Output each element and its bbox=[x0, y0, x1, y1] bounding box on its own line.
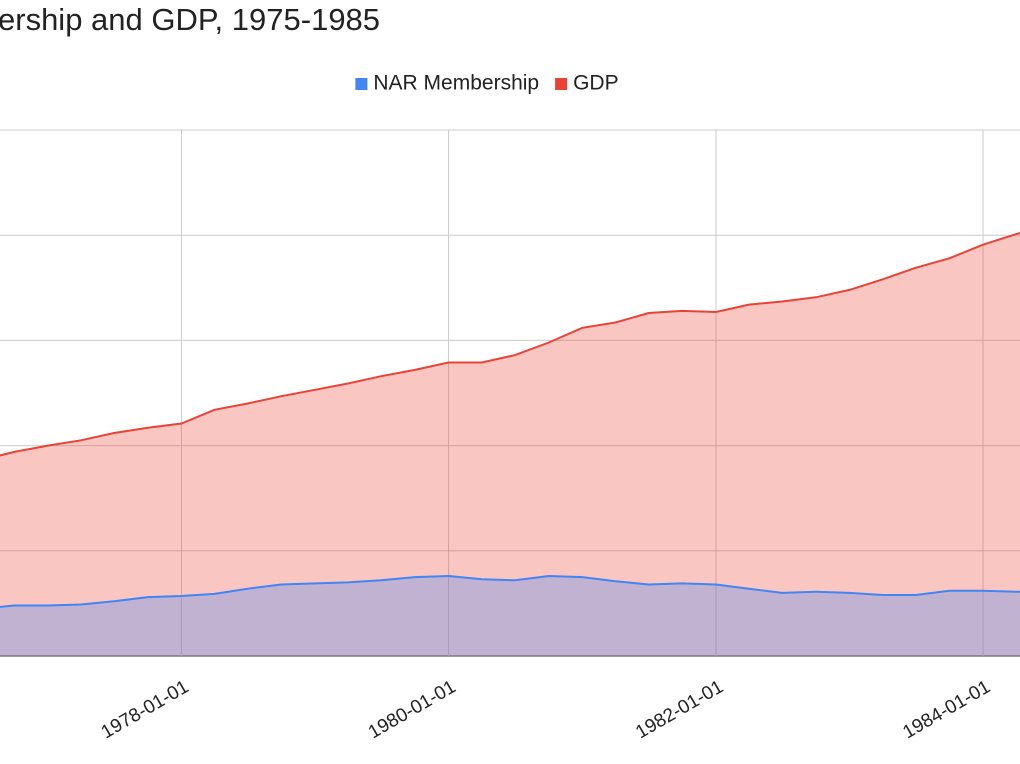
area-line bbox=[0, 574, 1020, 608]
axis: 1978-01-01 1980-01-01 1982-01-01 1984-01-01 bbox=[98, 676, 994, 743]
legend-item: GDP bbox=[555, 72, 619, 95]
x-tick-label: 1982-01-01 bbox=[632, 676, 727, 743]
area-fill bbox=[0, 233, 1020, 656]
grid bbox=[0, 129, 1020, 657]
legend-label: GDP bbox=[573, 72, 619, 95]
area-fill bbox=[0, 576, 1020, 656]
plot-area bbox=[0, 232, 1020, 656]
x-tick-label: 1980-01-01 bbox=[365, 676, 460, 743]
legend-swatch bbox=[555, 78, 568, 90]
x-tick-label: 1978-01-01 bbox=[98, 676, 193, 743]
x-tick-label: 1984-01-01 bbox=[899, 676, 994, 743]
area-line bbox=[0, 232, 1020, 457]
legend: NAR Membership GDP bbox=[355, 72, 619, 95]
chart-title: ership and GDP, 1975-1985 bbox=[0, 2, 380, 37]
legend-swatch bbox=[355, 78, 368, 90]
legend-item: NAR Membership bbox=[355, 72, 539, 95]
legend-label: NAR Membership bbox=[373, 72, 539, 95]
